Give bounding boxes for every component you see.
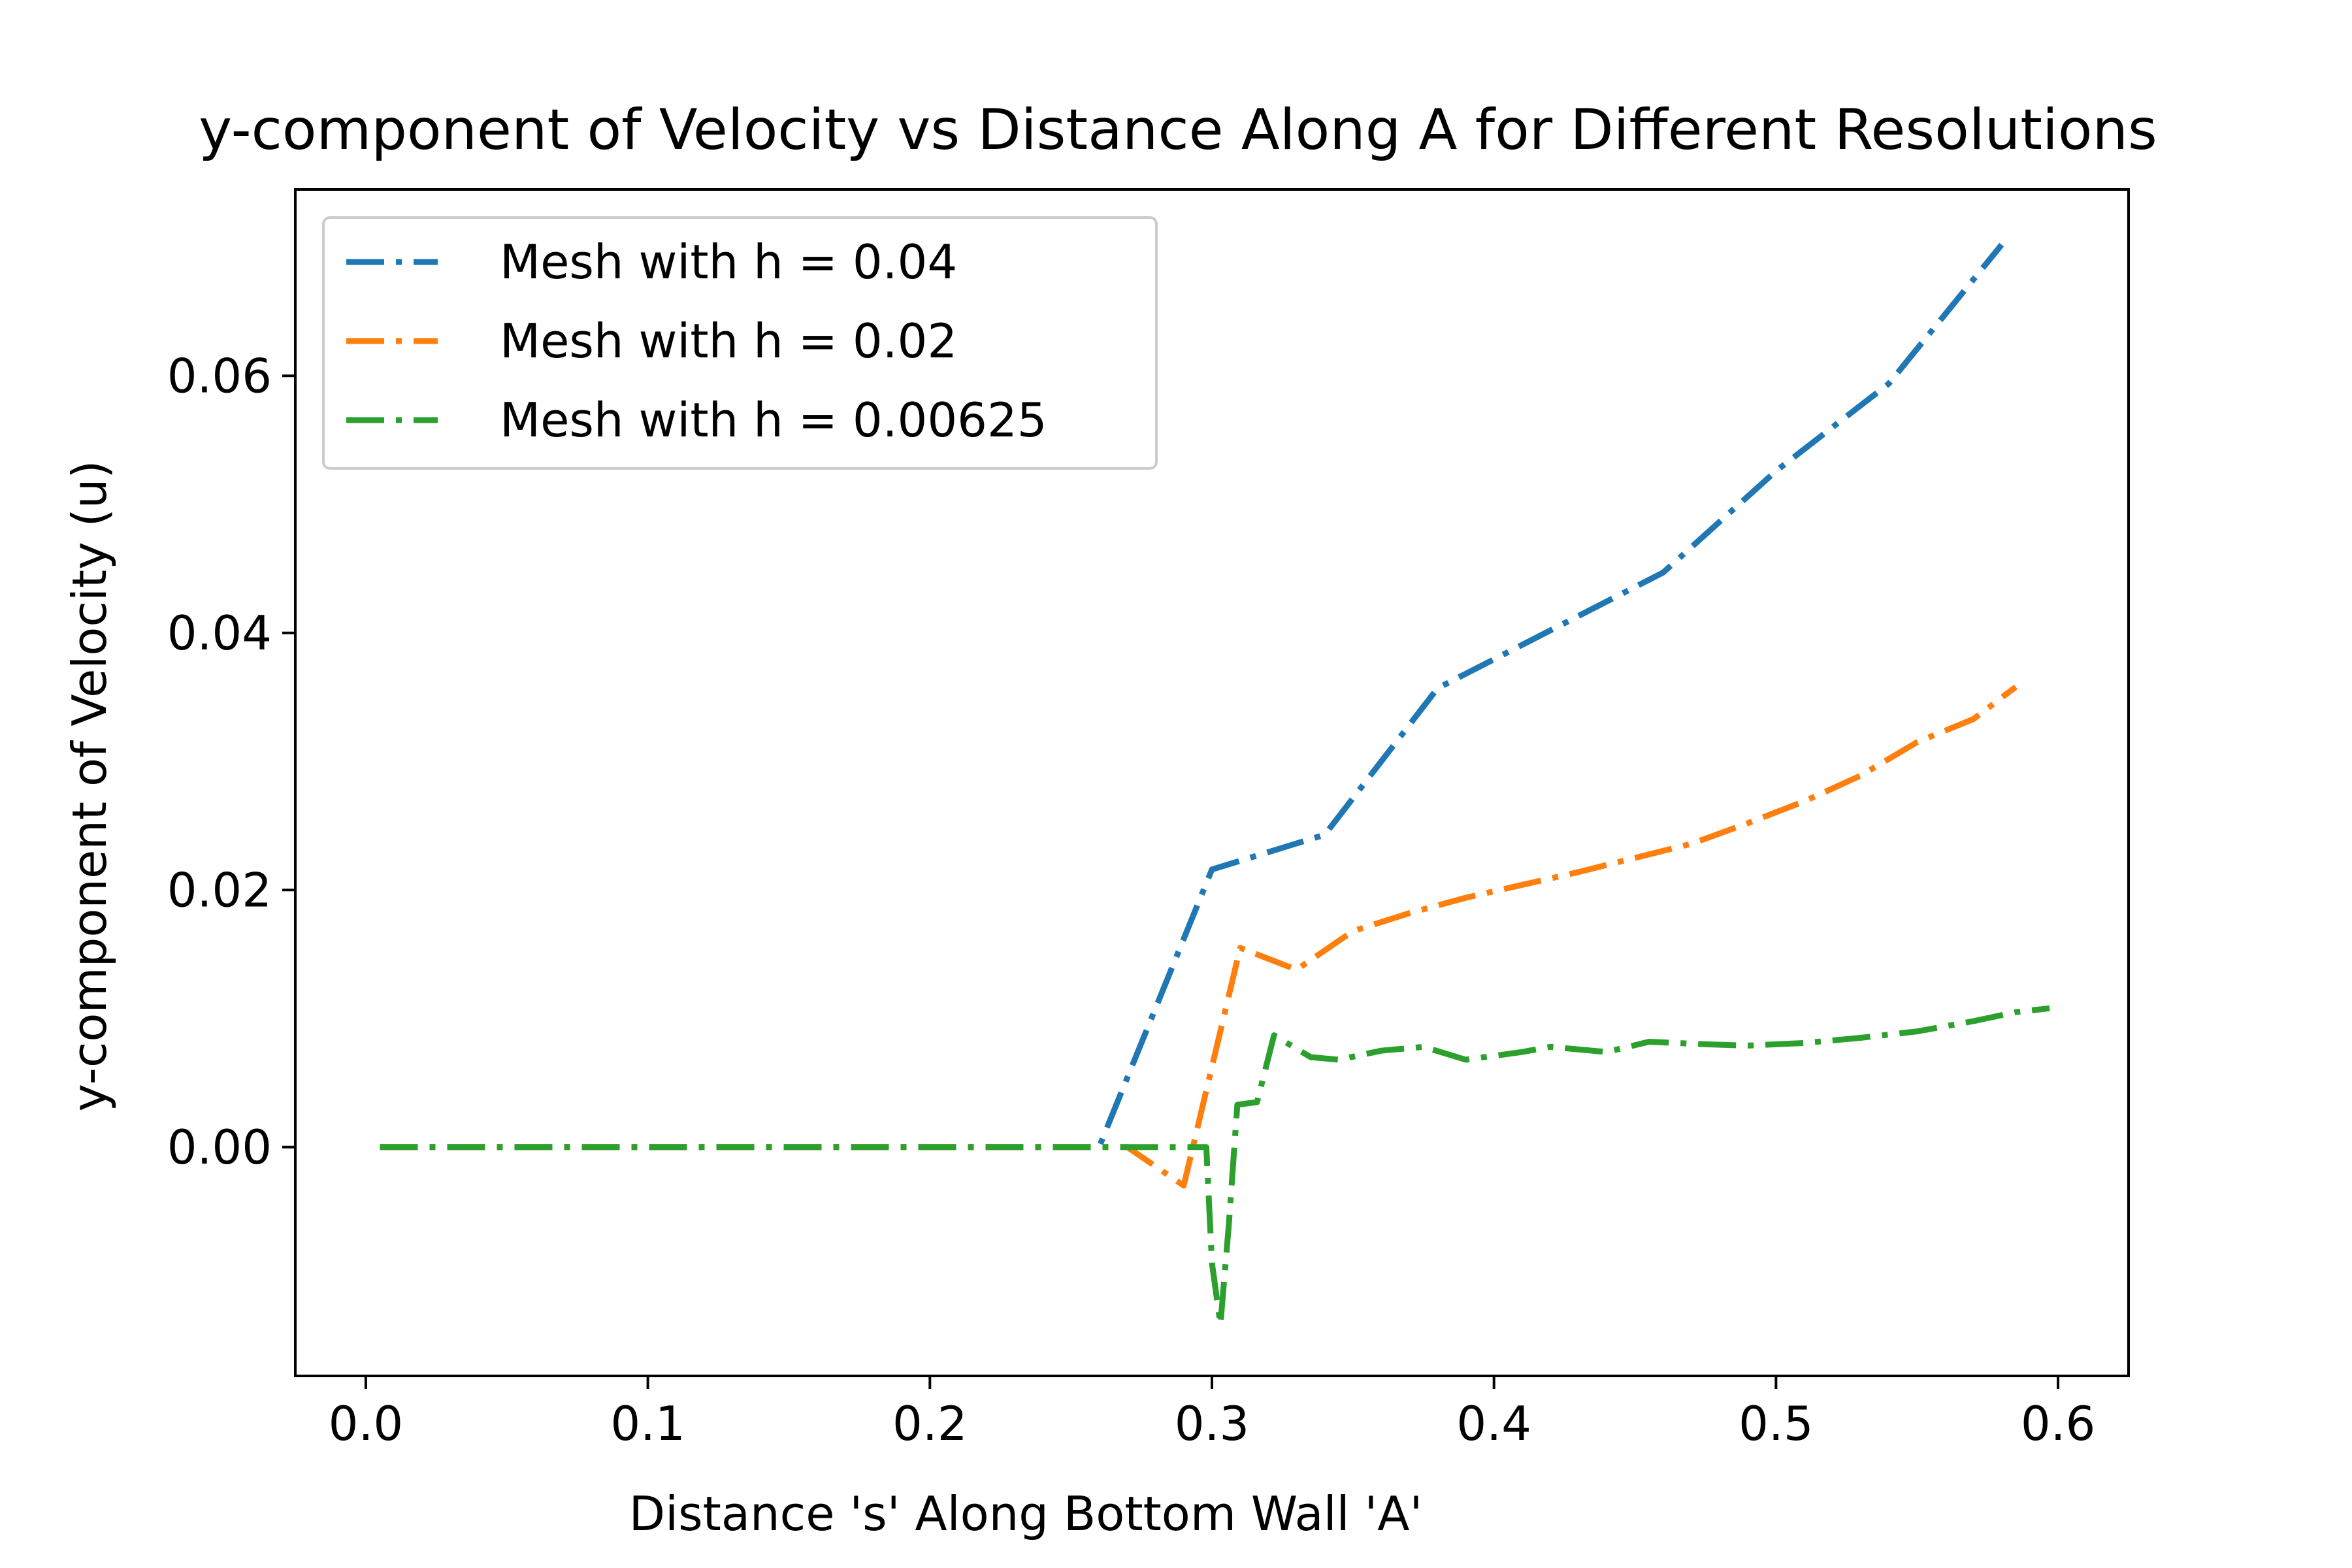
x-tick-label: 0.1 <box>610 1396 685 1451</box>
x-tick-label: 0.2 <box>892 1396 968 1451</box>
y-tick-label: 0.00 <box>167 1120 272 1175</box>
x-axis: 0.0 0.1 0.2 0.3 0.4 0.5 0.6 <box>329 1376 2096 1451</box>
y-tick-label: 0.04 <box>167 606 272 661</box>
legend-label: Mesh with h = 0.00625 <box>500 393 1047 448</box>
y-axis-label: y-component of Velocity (u) <box>62 461 117 1112</box>
x-tick-label: 0.0 <box>329 1396 404 1451</box>
y-axis: 0.00 0.02 0.04 0.06 <box>167 348 295 1175</box>
legend-box <box>322 216 1158 470</box>
plot-area <box>380 242 2050 1328</box>
y-tick-label: 0.02 <box>167 862 272 917</box>
legend-label: Mesh with h = 0.04 <box>500 235 957 289</box>
y-tick-label: 0.06 <box>167 348 272 403</box>
x-tick-label: 0.4 <box>1456 1396 1531 1451</box>
legend-item[interactable]: Mesh with h = 0.00625 <box>346 393 1047 448</box>
x-tick-label: 0.6 <box>2021 1396 2096 1451</box>
x-tick-label: 0.3 <box>1175 1396 1250 1451</box>
legend-item[interactable]: Mesh with h = 0.04 <box>346 235 957 289</box>
series-line-3 <box>380 1005 2050 1328</box>
legend[interactable]: Mesh with h = 0.04 Mesh with h = 0.02 Mesh… <box>322 216 1158 470</box>
series-line-2 <box>380 684 2018 1189</box>
legend-label: Mesh with h = 0.02 <box>500 314 957 368</box>
legend-item[interactable]: Mesh with h = 0.02 <box>346 314 957 368</box>
plot-frame <box>294 188 2130 1377</box>
chart-title: y-component of Velocity vs Distance Alon… <box>199 97 2157 163</box>
x-axis-label: Distance 's' Along Bottom Wall 'A' <box>629 1486 1423 1541</box>
x-tick-label: 0.5 <box>1739 1396 1814 1451</box>
